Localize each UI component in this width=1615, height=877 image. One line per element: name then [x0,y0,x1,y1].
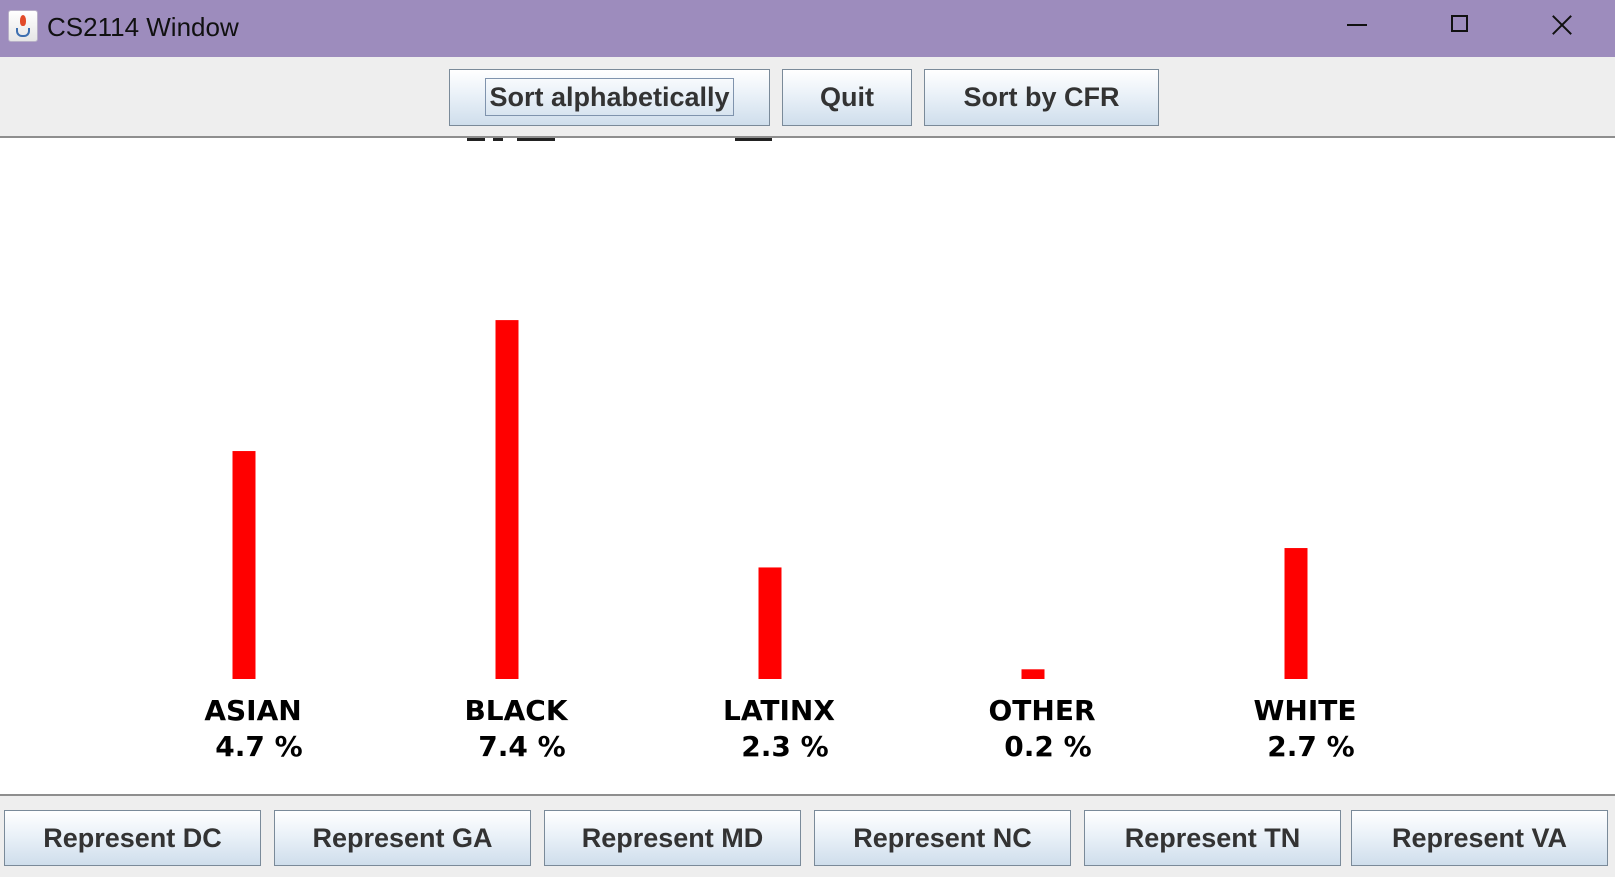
value-label-other: 0.2 % [1004,730,1091,763]
quit-button[interactable]: Quit [782,69,912,126]
title-bar[interactable]: CS2114 Window [0,0,1615,57]
bar-black [495,320,519,679]
maximize-icon [1451,15,1468,32]
window-title: CS2114 Window [47,12,239,42]
maximize-button[interactable] [1408,0,1508,52]
java-cup-icon [8,10,38,42]
value-label-black: 7.4 % [478,730,565,763]
clipped-text-artifact [467,138,485,141]
represent-nc-button[interactable]: Represent NC [814,810,1071,866]
category-label-latinx: LATINX [723,694,835,727]
clipped-text-artifact [735,138,772,141]
value-label-white: 2.7 % [1267,730,1354,763]
bar-other [1021,669,1045,679]
close-button[interactable] [1511,0,1611,52]
represent-dc-button[interactable]: Represent DC [4,810,261,866]
category-label-black: BLACK [464,694,568,727]
sort-by-cfr-button[interactable]: Sort by CFR [924,69,1159,126]
clipped-text-artifact [517,138,555,141]
represent-md-button[interactable]: Represent MD [544,810,801,866]
minimize-button[interactable] [1306,0,1406,52]
category-label-other: OTHER [988,694,1095,727]
category-label-asian: ASIAN [204,694,301,727]
category-label-white: WHITE [1254,694,1357,727]
minimize-icon [1347,24,1367,26]
represent-va-button[interactable]: Represent VA [1351,810,1608,866]
top-toolbar: Sort alphabetically Quit Sort by CFR [0,57,1615,138]
represent-tn-button[interactable]: Represent TN [1084,810,1341,866]
represent-ga-button[interactable]: Represent GA [274,810,531,866]
sort-alphabetically-label: Sort alphabetically [489,82,730,112]
value-label-asian: 4.7 % [215,730,302,763]
bar-white [1284,548,1308,679]
bar-latinx [758,567,782,679]
clipped-text-artifact [493,138,503,141]
value-label-latinx: 2.3 % [741,730,828,763]
bottom-toolbar: Represent DC Represent GA Represent MD R… [0,794,1615,877]
sort-alphabetically-button[interactable]: Sort alphabetically [449,69,770,126]
chart-panel: ASIAN 4.7 % BLACK 7.4 % LATINX 2.3 % OTHER 0.2 … [0,138,1615,794]
bar-asian [232,451,256,679]
